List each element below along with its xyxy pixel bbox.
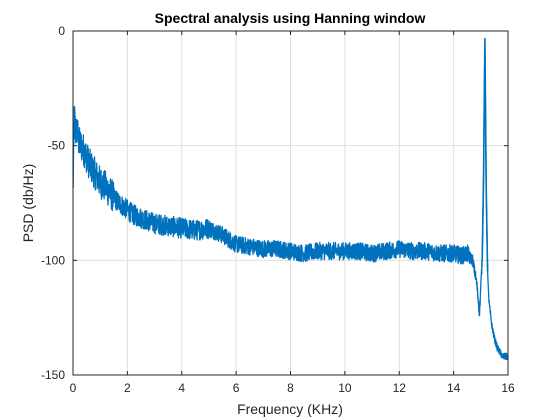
tick-labels: 0 2 4 6 8 10 12 14 16 0 -50 -100 -150 xyxy=(41,24,515,395)
series-line xyxy=(72,46,509,361)
x-tick-label: 14 xyxy=(447,381,461,395)
x-tick-label: 2 xyxy=(124,381,131,395)
axes xyxy=(72,30,509,376)
y-tick-label: -100 xyxy=(41,253,65,267)
x-tick-label: 0 xyxy=(70,381,77,395)
x-tick-label: 10 xyxy=(338,381,352,395)
y-tick-label: -150 xyxy=(41,368,65,382)
chart-title: Spectral analysis using Hanning window xyxy=(155,10,426,26)
x-tick-label: 4 xyxy=(178,381,185,395)
x-tick-label: 16 xyxy=(501,381,515,395)
y-tick-label: -50 xyxy=(48,139,66,153)
x-tick-label: 12 xyxy=(393,381,407,395)
y-tick-label: 0 xyxy=(58,24,65,38)
grid xyxy=(72,30,509,376)
x-tick-label: 6 xyxy=(233,381,240,395)
x-tick-label: 8 xyxy=(287,381,294,395)
plot-area xyxy=(72,37,509,361)
x-axis-label: Frequency (KHz) xyxy=(237,401,343,417)
series-peak xyxy=(481,37,489,272)
y-axis-label: PSD (db/Hz) xyxy=(20,164,36,243)
